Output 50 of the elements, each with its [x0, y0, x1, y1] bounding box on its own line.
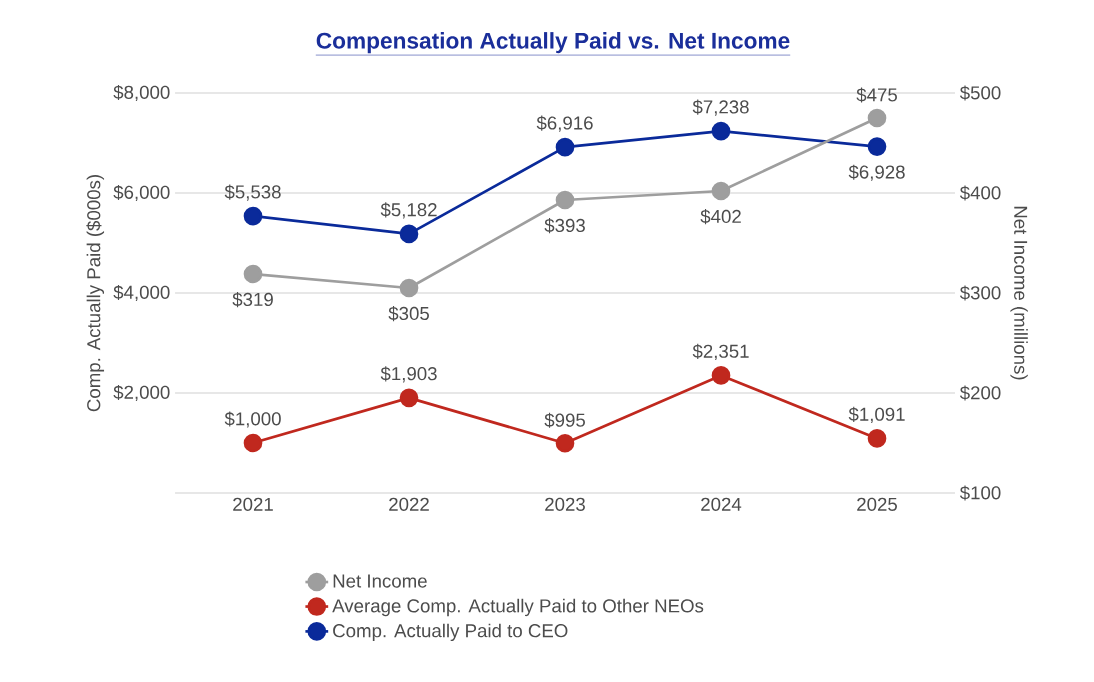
y2-tick-label: $200 — [959, 385, 1001, 401]
point — [867, 137, 887, 156]
point — [555, 433, 575, 453]
data-label: $7,238 — [692, 99, 749, 116]
legend-label: Average Comp. Actually Paid to Other NEOs — [332, 598, 704, 617]
y2-tick-label: $400 — [959, 185, 1001, 201]
point — [399, 224, 419, 244]
point — [399, 278, 419, 298]
data-label: $1,903 — [380, 366, 437, 383]
y-tick-label: $4,000 — [113, 284, 170, 302]
x-tick-label: 2021 — [233, 497, 273, 511]
y-tick-label: $6,000 — [113, 184, 170, 202]
point — [711, 366, 731, 385]
data-label: $402 — [700, 209, 741, 225]
x-tick-label: 2025 — [857, 497, 897, 511]
data-label: $319 — [232, 292, 273, 308]
data-label: $1,091 — [848, 406, 905, 424]
data-label: $475 — [856, 87, 897, 103]
point — [243, 433, 263, 453]
y2-tick-label: $500 — [959, 85, 1001, 101]
point — [555, 190, 575, 210]
y-tick-label: $8,000 — [113, 84, 170, 102]
chart-title: Compensation Actually Paid vs. Net Income — [316, 32, 790, 54]
x-tick-label: 2024 — [701, 497, 742, 511]
point — [711, 121, 731, 141]
data-label: $1,000 — [224, 411, 281, 428]
data-label: $995 — [544, 412, 585, 428]
data-label: $6,928 — [848, 164, 905, 181]
point — [399, 388, 419, 408]
y2-tick-label: $100 — [959, 485, 1001, 501]
y2-tick-label: $300 — [959, 285, 1001, 301]
data-label: $5,538 — [224, 184, 281, 201]
point — [555, 137, 575, 157]
point — [243, 206, 263, 226]
point — [867, 108, 887, 128]
y2-axis-title: Net Income (millions) — [1010, 206, 1028, 380]
legend-label: Comp. Actually Paid to CEO — [333, 623, 568, 642]
y-tick-label: $2,000 — [113, 384, 170, 402]
point — [711, 181, 731, 201]
legend-label: Net Income — [333, 574, 427, 588]
data-label: $6,916 — [536, 115, 593, 132]
data-label: $393 — [544, 218, 585, 234]
data-label: $5,182 — [380, 202, 437, 219]
x-tick-label: 2022 — [389, 497, 429, 511]
x-tick-label: 2023 — [545, 497, 585, 511]
data-label: $305 — [388, 306, 429, 322]
data-label: $2,351 — [692, 343, 749, 361]
point — [243, 264, 263, 284]
y-axis-title: Comp. Actually Paid ($000s) — [86, 175, 105, 412]
point — [867, 429, 887, 448]
